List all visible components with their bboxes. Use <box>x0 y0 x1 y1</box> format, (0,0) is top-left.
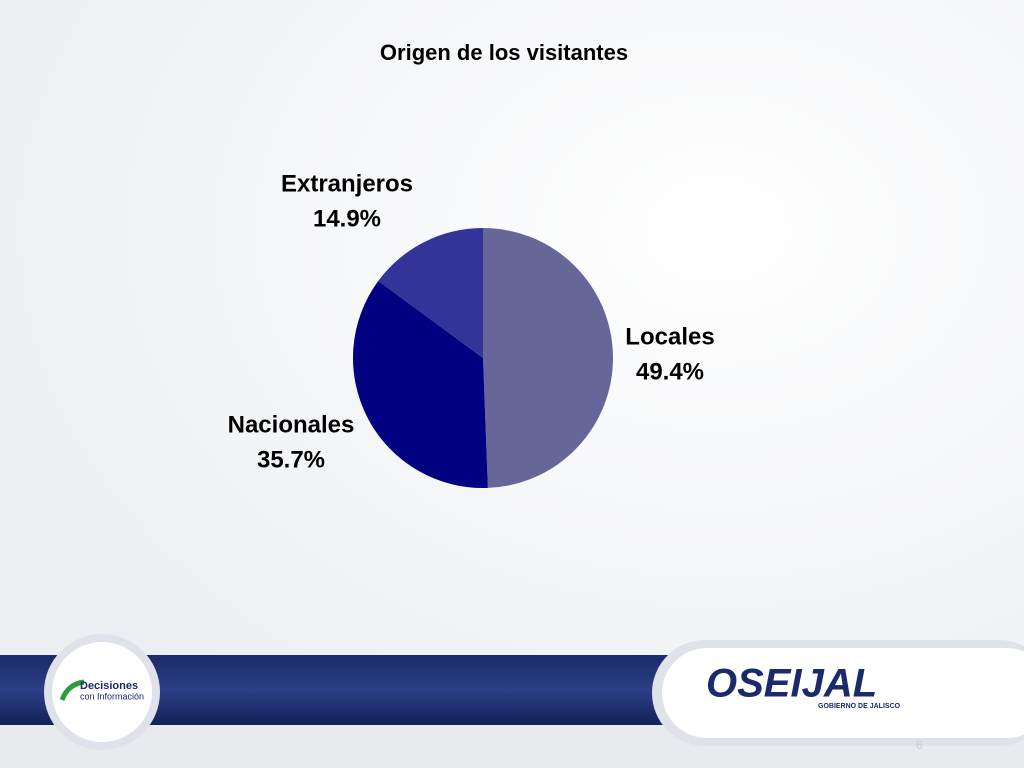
right-logo-text: OSEIJAL <box>706 662 877 706</box>
left-logo-arrow <box>59 679 85 701</box>
pie-slice <box>378 228 483 358</box>
slice-value-label: 49.4% <box>636 358 704 385</box>
pie-slice <box>353 280 488 489</box>
slice-value-label: 14.9% <box>313 205 381 232</box>
left-logo-disc <box>52 642 152 742</box>
right-logo-pill <box>662 648 1024 738</box>
slice-category: Locales <box>625 323 714 350</box>
right-logo-sub: GOBIERNO DE JALISCO <box>818 703 901 710</box>
slice-value-label: 35.7% <box>257 446 325 473</box>
pie-slice <box>483 228 614 488</box>
slice-category: Extranjeros <box>281 170 413 197</box>
chart-title: Origen de los visitantes <box>380 40 628 65</box>
left-logo-text: con Información <box>80 691 144 701</box>
left-logo-text: Decisiones <box>80 680 138 692</box>
page-number: 6 <box>916 738 923 752</box>
slice-category: Nacionales <box>228 411 355 438</box>
